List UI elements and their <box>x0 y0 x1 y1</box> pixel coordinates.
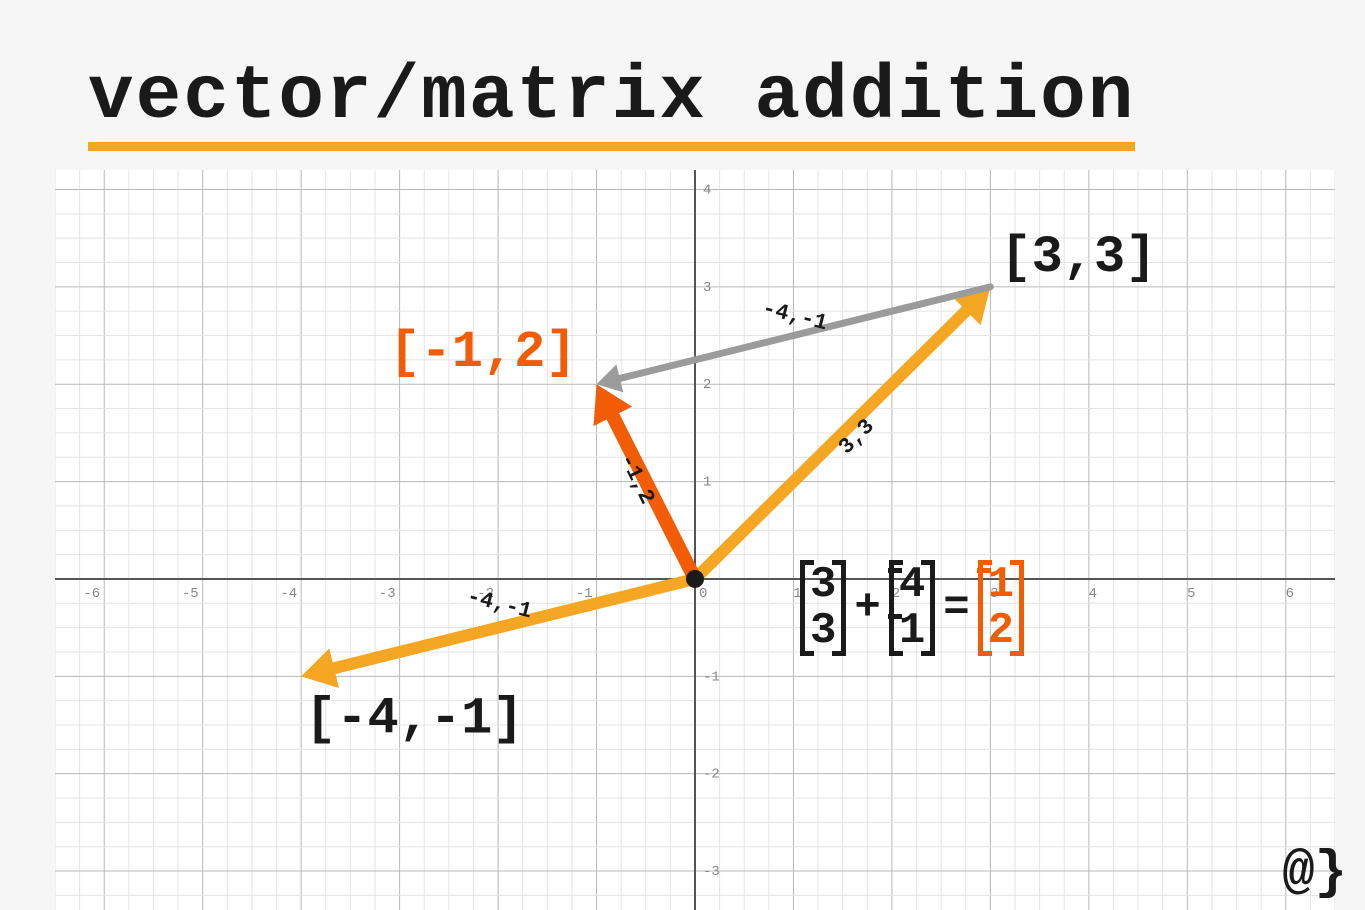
matrix-C-r1: 2 <box>988 608 1014 654</box>
matrix-C-r0: 1 <box>988 562 1014 608</box>
addition-equation: 3 3 + 4 1 = 1 2 <box>800 560 1024 656</box>
title-block: vector/matrix addition <box>88 54 1135 151</box>
svg-text:-6: -6 <box>83 586 100 602</box>
svg-text:[-1,2]: [-1,2] <box>389 323 576 382</box>
svg-text:3: 3 <box>703 280 711 296</box>
matrix-B: 4 1 <box>889 560 935 656</box>
svg-text:-1: -1 <box>703 669 720 685</box>
svg-text:-4,-1: -4,-1 <box>760 296 830 336</box>
matrix-B-r0: 4 <box>899 562 925 608</box>
svg-text:3,3: 3,3 <box>834 414 880 460</box>
equals-sign: = <box>943 583 969 633</box>
svg-text:[-4,-1]: [-4,-1] <box>305 690 523 749</box>
svg-text:6: 6 <box>1286 586 1294 602</box>
svg-text:5: 5 <box>1187 586 1195 602</box>
svg-text:-4: -4 <box>280 586 297 602</box>
svg-text:-3: -3 <box>703 864 720 880</box>
svg-text:0: 0 <box>699 586 707 602</box>
plus-sign: + <box>854 583 880 633</box>
matrix-A: 3 3 <box>800 560 846 656</box>
svg-text:-5: -5 <box>182 586 199 602</box>
matrix-C: 1 2 <box>978 560 1024 656</box>
plot-svg: -6-5-4-3-2-10123456-3-2-112343,3-4,-1-1,… <box>55 170 1335 910</box>
svg-text:1: 1 <box>703 475 711 491</box>
svg-text:-3: -3 <box>379 586 396 602</box>
svg-text:4: 4 <box>1089 586 1097 602</box>
svg-text:-2: -2 <box>703 767 720 783</box>
matrix-A-r0: 3 <box>810 562 836 608</box>
watermark: @} <box>1282 843 1347 904</box>
matrix-A-r1: 3 <box>810 608 836 654</box>
vector-plot: -6-5-4-3-2-10123456-3-2-112343,3-4,-1-1,… <box>55 170 1335 910</box>
svg-text:4: 4 <box>703 182 711 198</box>
svg-text:2: 2 <box>703 377 711 393</box>
matrix-B-r1: 1 <box>899 608 925 654</box>
page-title: vector/matrix addition <box>88 54 1135 151</box>
svg-text:[3,3]: [3,3] <box>1000 228 1156 287</box>
svg-text:-4,-1: -4,-1 <box>464 584 534 624</box>
